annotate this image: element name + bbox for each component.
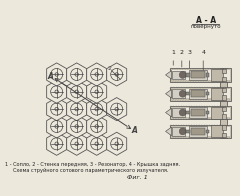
Bar [186, 73, 190, 77]
Bar [172, 108, 230, 117]
Polygon shape [166, 71, 172, 79]
Bar [206, 130, 209, 133]
Bar [191, 109, 205, 116]
Polygon shape [166, 108, 172, 117]
Polygon shape [107, 98, 127, 121]
Bar [211, 88, 223, 100]
Polygon shape [107, 63, 127, 86]
Bar [211, 69, 223, 81]
Bar [222, 114, 226, 119]
Polygon shape [47, 98, 67, 121]
Bar [189, 107, 207, 118]
Bar [222, 69, 226, 73]
Circle shape [179, 128, 186, 135]
Text: 4: 4 [201, 50, 205, 70]
Bar [191, 90, 205, 97]
Polygon shape [166, 127, 172, 136]
Polygon shape [47, 80, 67, 103]
Polygon shape [87, 132, 107, 155]
Text: А - А: А - А [196, 16, 216, 25]
Bar [206, 73, 209, 77]
Text: А: А [132, 126, 138, 135]
Polygon shape [67, 115, 87, 138]
Bar [220, 68, 227, 138]
Bar [172, 127, 230, 136]
Text: 2: 2 [108, 66, 112, 71]
Bar [211, 125, 223, 137]
Circle shape [179, 90, 186, 97]
Polygon shape [67, 80, 87, 103]
Polygon shape [87, 98, 107, 121]
Bar [206, 92, 209, 95]
Polygon shape [166, 89, 172, 98]
Bar [170, 68, 231, 82]
Bar [186, 130, 190, 133]
Bar [172, 89, 230, 98]
Bar [172, 89, 185, 98]
Bar [222, 107, 226, 111]
Bar [186, 111, 190, 114]
Polygon shape [107, 132, 127, 155]
Bar [172, 127, 185, 136]
Text: 3: 3 [187, 50, 192, 68]
Bar [186, 92, 190, 95]
Bar [211, 107, 223, 119]
Bar [222, 95, 226, 100]
Polygon shape [47, 132, 67, 155]
Bar [222, 133, 226, 137]
Text: повёрнуто: повёрнуто [191, 24, 221, 29]
Polygon shape [67, 63, 87, 86]
Text: А: А [48, 72, 54, 81]
Bar [222, 125, 226, 130]
Bar [191, 72, 205, 78]
Text: Схема струйного сотового параметрического излучателя.: Схема струйного сотового параметрическог… [13, 168, 169, 173]
Bar [189, 126, 207, 136]
Bar [189, 89, 207, 99]
Polygon shape [87, 80, 107, 103]
Bar [206, 111, 209, 114]
Text: 2: 2 [180, 50, 184, 67]
Circle shape [179, 72, 186, 78]
Polygon shape [67, 98, 87, 121]
Bar [222, 88, 226, 92]
Polygon shape [67, 132, 87, 155]
Text: 1 - Сопло, 2 - Стенка передняя, 3 - Резонатор, 4 - Крышка задняя.: 1 - Сопло, 2 - Стенка передняя, 3 - Резо… [5, 162, 180, 167]
Text: Фиг. 1: Фиг. 1 [127, 175, 148, 180]
Bar [172, 108, 185, 117]
Bar [170, 106, 231, 119]
Polygon shape [87, 63, 107, 86]
Bar [222, 77, 226, 81]
Polygon shape [87, 115, 107, 138]
Bar [172, 70, 230, 80]
Bar [191, 128, 205, 135]
Bar [189, 70, 207, 80]
Bar [172, 71, 185, 79]
Polygon shape [47, 115, 67, 138]
Text: 1: 1 [171, 50, 175, 65]
Polygon shape [47, 63, 67, 86]
Bar [170, 87, 231, 101]
Circle shape [179, 109, 186, 116]
Bar [170, 124, 231, 138]
